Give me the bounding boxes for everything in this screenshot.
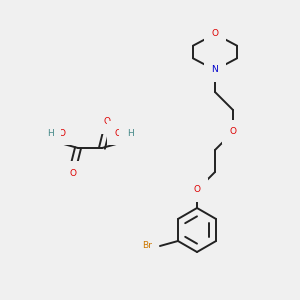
Text: Br: Br [142,242,152,250]
Text: O: O [212,29,218,38]
Text: H: H [127,128,134,137]
Text: O: O [58,128,65,137]
Text: O: O [103,118,110,127]
Text: N: N [212,65,218,74]
Text: O: O [230,128,236,136]
Text: O: O [194,185,200,194]
Text: H: H [46,128,53,137]
Text: O: O [70,169,76,178]
Text: O: O [115,128,122,137]
